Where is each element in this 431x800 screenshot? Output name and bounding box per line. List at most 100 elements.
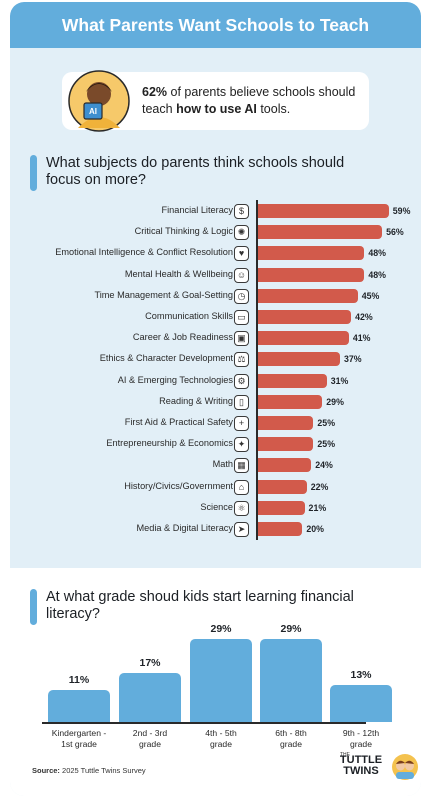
grade-category-label: 2nd - 3rd grade <box>132 728 168 749</box>
twins-logo-icon <box>392 754 418 780</box>
subject-bar <box>258 437 314 452</box>
subject-label: Financial Literacy <box>161 205 234 215</box>
subjects-chart-axis <box>256 200 258 540</box>
subject-label: Entrepreneurship & Economics <box>106 438 233 449</box>
speech-bubble-icon: ▭ <box>234 310 249 325</box>
subject-label: AI & Emerging Technologies <box>117 374 233 385</box>
subject-bar <box>258 352 341 367</box>
subject-value-label: 42% <box>355 312 373 322</box>
tuttle-twins-logo: TUTTLE TWINS <box>332 755 390 777</box>
subject-bar <box>258 204 389 218</box>
subject-label: History/Civics/Government <box>124 480 233 491</box>
grade-bar <box>119 673 181 722</box>
subject-bar <box>258 479 307 494</box>
subject-value-label: 56% <box>386 227 404 238</box>
title-banner <box>10 2 421 48</box>
subject-value-label: 48% <box>368 248 386 259</box>
subject-value-label: 29% <box>326 396 344 407</box>
source-text: 2025 Tuttle Twins Survey <box>59 766 146 775</box>
subject-bar <box>258 246 365 261</box>
subject-bar <box>258 458 312 473</box>
ai-callout-text: 62% of parents believe schools should te… <box>142 84 372 118</box>
subject-label: Ethics & Character Development <box>99 353 233 364</box>
subject-value-label: 37% <box>344 354 362 365</box>
logo-line2: TWINS <box>343 765 379 777</box>
grade-category-label: 6th - 8th grade <box>275 728 307 749</box>
first-aid-icon: + <box>234 416 249 431</box>
subject-value-label: 25% <box>317 418 336 428</box>
cursor-icon: ➤ <box>234 522 249 537</box>
grade-chart-axis <box>42 722 366 724</box>
subject-label: Communication Skills <box>145 311 233 321</box>
callout-text-b: tools. <box>256 102 291 116</box>
grade-bar <box>190 638 252 722</box>
subject-label: Career & Job Readiness <box>132 332 233 343</box>
subject-value-label: 41% <box>352 333 371 344</box>
landmark-icon: ⌂ <box>234 479 249 495</box>
section2-title: At what grade shoud kids start learning … <box>46 589 354 622</box>
grade-category-label: 4th - 5th grade <box>205 728 237 749</box>
subject-bar <box>258 500 305 515</box>
subject-bar <box>258 331 349 346</box>
subject-value-label: 25% <box>317 439 336 450</box>
subject-bar <box>258 394 323 409</box>
svg-text:AI: AI <box>89 107 97 116</box>
subject-label: Emotional Intelligence & Conflict Resolu… <box>55 247 233 258</box>
callout-highlight: how to use AI <box>176 102 257 116</box>
grade-value-label: 17% <box>139 657 161 670</box>
atom-icon: ⚛ <box>234 500 249 516</box>
subject-label: First Aid & Practical Safety <box>124 417 233 427</box>
grade-bar <box>48 690 110 722</box>
subject-bar <box>258 267 365 282</box>
subject-value-label: 59% <box>392 206 411 216</box>
subject-bar <box>258 416 314 430</box>
subject-value-label: 20% <box>306 524 324 534</box>
logo-line1: TUTTLE <box>339 754 383 766</box>
briefcase-icon: ▣ <box>234 331 249 347</box>
subject-label: Reading & Writing <box>159 395 233 406</box>
grade-category-label: Kindergarten -1st grade <box>51 728 107 749</box>
subject-label: Science <box>200 501 233 512</box>
scales-icon: ⚖ <box>234 352 249 368</box>
book-icon: ▯ <box>234 394 249 410</box>
grade-bar <box>260 638 322 722</box>
subject-bar <box>258 288 358 303</box>
clock-icon: ◷ <box>234 288 249 304</box>
subject-bar <box>258 373 327 388</box>
chip-icon: ⚙ <box>234 373 249 389</box>
grade-bar <box>330 684 392 722</box>
subject-value-label: 21% <box>308 502 327 513</box>
student-tablet-avatar: AI <box>68 70 130 132</box>
subject-value-label: 45% <box>361 290 380 301</box>
subject-label: Mental Health & Wellbeing <box>124 268 233 279</box>
callout-text-a: of parents believe schools should teach <box>142 85 356 116</box>
section1-accent <box>30 155 37 191</box>
section1-title: What subjects do parents think schools s… <box>46 155 345 188</box>
grade-value-label: 29% <box>280 622 302 635</box>
grade-value-label: 29% <box>210 622 232 635</box>
subject-bar <box>258 522 303 536</box>
logo-the: THE <box>340 752 350 758</box>
lightbulb-dollar-icon: ✦ <box>234 437 249 453</box>
grade-value-label: 13% <box>350 668 372 681</box>
subject-value-label: 31% <box>330 375 349 386</box>
grade-value-label: 11% <box>68 674 90 687</box>
section2-accent <box>30 589 37 625</box>
subject-value-label: 48% <box>368 269 386 280</box>
calculator-icon: ▦ <box>234 458 249 474</box>
subject-label: Math <box>212 459 233 470</box>
head-icon: ☺ <box>234 267 249 283</box>
source-note: Source: 2025 Tuttle Twins Survey <box>32 766 146 775</box>
page-title: What Parents Want Schools to Teach <box>61 15 370 35</box>
source-label: Source: <box>32 766 60 775</box>
subject-label: Media & Digital Literacy <box>136 523 233 533</box>
dollar-icon: $ <box>234 204 249 219</box>
subject-label: Critical Thinking & Logic <box>134 226 233 237</box>
grade-category-label: 9th - 12th grade <box>342 728 380 749</box>
subject-bar <box>258 225 383 240</box>
subject-label: Time Management & Goal-Setting <box>94 289 233 300</box>
callout-percent: 62% <box>142 85 168 99</box>
subject-value-label: 22% <box>310 481 329 492</box>
subject-bar <box>258 310 352 324</box>
subject-value-label: 24% <box>315 460 333 471</box>
